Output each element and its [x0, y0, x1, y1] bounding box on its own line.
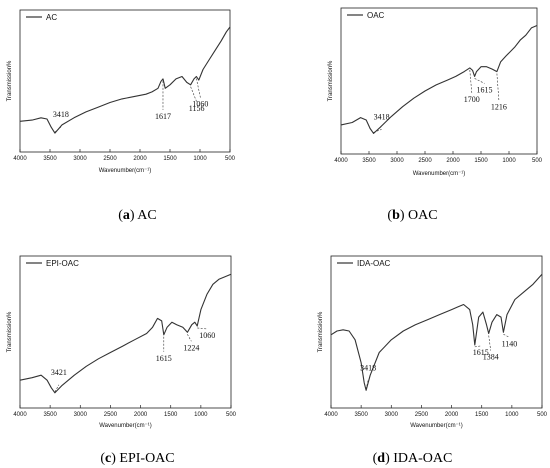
- chart-epi-oac: 4000 3500 3000 2500 2000 1500 1000 500 Wavenumbe…: [7, 255, 237, 429]
- x-tick-label: 3000: [73, 156, 87, 162]
- annotation-leader: [187, 334, 192, 342]
- spectrum-line: [19, 273, 232, 394]
- x-tick-label: 2000: [446, 158, 460, 164]
- x-tick-label: 500: [532, 158, 543, 164]
- annotation-leader: [365, 380, 369, 390]
- x-tick-label: 1500: [164, 412, 178, 418]
- x-axis-label: Wavenumber(cm⁻¹): [99, 168, 152, 174]
- x-tick-label: 1000: [193, 156, 207, 162]
- x-tick-label: 2500: [103, 156, 117, 162]
- plot-frame: [340, 7, 538, 155]
- chart-ac: 4000 3500 3000 2500 2000 1500 1000 500 Wavenumbe…: [7, 9, 236, 174]
- x-tick-label: 2000: [445, 412, 459, 418]
- peak-label: 3418: [360, 363, 376, 372]
- peak-label: 3418: [53, 110, 69, 119]
- y-axis-label: Transmission%: [328, 60, 334, 101]
- peak-label: 1156: [189, 104, 205, 113]
- legend-label: AC: [46, 13, 57, 22]
- spectrum-line: [19, 26, 231, 134]
- spectrum-line: [340, 24, 538, 134]
- caption-ida-oac: (d) IDA-OAC: [372, 451, 453, 466]
- caption-ac: (a) AC: [118, 208, 157, 223]
- x-tick-label: 2500: [104, 412, 118, 418]
- x-tick-label: 3500: [43, 156, 57, 162]
- annotation-leader: [197, 327, 208, 330]
- x-tick-label: 1000: [502, 158, 516, 164]
- x-tick-label: 3500: [354, 412, 368, 418]
- panel-ida-oac: 4000 3500 3000 2500 2000 1500 1000 500 Wavenumbe…: [275, 234, 550, 468]
- x-tick-label: 3000: [385, 412, 399, 418]
- x-tick-label: 1500: [474, 158, 488, 164]
- peak-label: 3418: [374, 112, 390, 121]
- y-axis-label: Transmission%: [318, 311, 324, 352]
- peak-label: 1060: [192, 100, 208, 109]
- peak-label: 1700: [464, 95, 480, 104]
- caption-epi-oac: (c) EPI-OAC: [100, 451, 175, 466]
- peak-label: 3421: [51, 368, 67, 377]
- x-tick-label: 3500: [43, 412, 57, 418]
- plot-frame: [330, 255, 543, 409]
- x-tick-label: 4000: [13, 412, 27, 418]
- x-tick-label: 500: [537, 412, 548, 418]
- legend-label: EPI-OAC: [46, 259, 79, 268]
- x-tick-label: 3000: [390, 158, 404, 164]
- x-tick-label: 500: [226, 412, 237, 418]
- peak-label: 1615: [156, 354, 172, 363]
- x-tick-label: 2500: [415, 412, 429, 418]
- peak-label: 1060: [199, 331, 215, 340]
- peak-label: 1224: [183, 343, 199, 352]
- peak-label: 1615: [477, 85, 493, 94]
- panel-epi-oac: 4000 3500 3000 2500 2000 1500 1000 500 Wavenumbe…: [0, 234, 275, 468]
- x-tick-label: 500: [225, 156, 236, 162]
- panel-oac: 4000 3500 3000 2500 2000 1500 1000 500 Wavenumbe…: [275, 0, 550, 234]
- x-tick-label: 4000: [13, 156, 27, 162]
- x-axis-label: Wavenumber(cm⁻¹): [410, 423, 463, 429]
- caption-oac: (b) OAC: [387, 208, 438, 223]
- peak-label: 1216: [491, 103, 507, 112]
- annotation-leader: [474, 345, 481, 348]
- annotation-leader: [54, 384, 60, 392]
- x-tick-label: 3000: [74, 412, 88, 418]
- x-tick-label: 4000: [324, 412, 338, 418]
- x-tick-label: 2000: [134, 412, 148, 418]
- panel-ac: 4000 3500 3000 2500 2000 1500 1000 500 Wavenumbe…: [0, 0, 275, 234]
- peak-label: 1384: [483, 353, 499, 362]
- spectrum-line: [330, 273, 543, 391]
- plot-frame: [19, 255, 232, 409]
- annotation-leader: [488, 335, 492, 351]
- x-axis-label: Wavenumber(cm⁻¹): [99, 423, 152, 429]
- peak-label: 1615: [473, 348, 489, 357]
- x-tick-label: 2500: [418, 158, 432, 164]
- annotation-leader: [190, 86, 197, 102]
- legend-label: IDA-OAC: [357, 259, 391, 268]
- peak-label: 1617: [155, 112, 171, 121]
- annotation-leader: [503, 334, 510, 338]
- y-axis-label: Transmission%: [7, 311, 13, 352]
- x-tick-label: 1000: [194, 412, 208, 418]
- x-tick-label: 2000: [133, 156, 147, 162]
- annotation-leader: [373, 129, 382, 133]
- x-tick-label: 1000: [505, 412, 519, 418]
- annotation-leader: [474, 78, 485, 84]
- x-tick-label: 4000: [334, 158, 348, 164]
- legend-label: OAC: [367, 11, 385, 20]
- y-axis-label: Transmission%: [7, 60, 13, 101]
- x-tick-label: 1500: [163, 156, 177, 162]
- annotation-leader: [469, 69, 473, 93]
- annotation-leader: [496, 73, 500, 101]
- chart-oac: 4000 3500 3000 2500 2000 1500 1000 500 Wavenumbe…: [328, 7, 543, 177]
- x-tick-label: 1500: [475, 412, 489, 418]
- annotation-leader: [54, 126, 62, 133]
- annotation-leader: [196, 78, 201, 98]
- peak-label: 1140: [502, 339, 518, 348]
- x-axis-label: Wavenumber(cm⁻¹): [413, 171, 466, 177]
- plot-frame: [19, 9, 231, 153]
- x-tick-label: 3500: [362, 158, 376, 164]
- chart-ida-oac: 4000 3500 3000 2500 2000 1500 1000 500 Wavenumbe…: [318, 255, 548, 429]
